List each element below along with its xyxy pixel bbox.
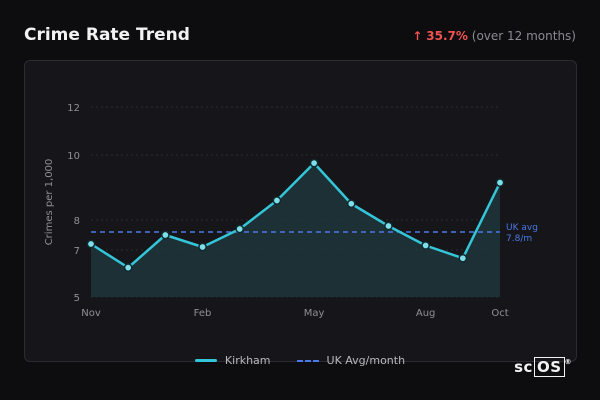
change-indicator: ↑ 35.7% (over 12 months) [412, 29, 576, 43]
y-axis-label: Crimes per 1,000 [44, 159, 55, 246]
data-point [309, 158, 319, 168]
trend-up-icon: ↑ [412, 29, 423, 43]
brand-logo: sc OS ® [514, 357, 572, 377]
logo-text-a: sc [514, 358, 533, 376]
logo-text-b: OS [533, 357, 565, 377]
data-point [495, 178, 505, 187]
series-line [90, 161, 502, 269]
logo-mark: ® [564, 358, 572, 366]
x-tick-label: Oct [491, 308, 508, 319]
data-point [198, 242, 207, 252]
y-tick-label: 7 [74, 246, 80, 257]
y-tick-label: 8 [74, 216, 80, 227]
x-tick-label: Aug [416, 308, 436, 319]
legend-item-series[interactable]: Kirkham [194, 354, 271, 367]
y-tick-label: 12 [67, 103, 80, 114]
data-point [123, 263, 133, 272]
change-note: (over 12 months) [471, 29, 576, 43]
chart-legend: Kirkham UK Avg/month [0, 354, 600, 367]
reference-label: UK avg [506, 223, 538, 233]
legend-swatch-solid [194, 359, 217, 362]
y-tick-label: 10 [67, 151, 80, 162]
y-tick-label: 5 [74, 293, 80, 304]
chart-title: Crime Rate Trend [24, 25, 190, 45]
legend-label-reference: UK Avg/month [326, 354, 406, 367]
change-percent: 35.7% [426, 29, 468, 43]
legend-swatch-dashed [296, 359, 319, 362]
data-point [346, 199, 356, 209]
x-tick-label: May [304, 308, 325, 319]
area-fill [91, 163, 500, 297]
data-point [86, 239, 96, 249]
legend-label-series: Kirkham [224, 354, 271, 367]
x-tick-label: Nov [81, 308, 101, 319]
data-point [272, 196, 282, 205]
x-tick-label: Feb [194, 308, 212, 319]
reference-value-label: 7.8/m [506, 234, 532, 244]
data-point [384, 221, 393, 231]
data-point [421, 241, 430, 250]
data-point [161, 230, 170, 240]
legend-item-reference[interactable]: UK Avg/month [296, 354, 406, 367]
data-point [458, 253, 468, 263]
data-point [235, 224, 245, 234]
